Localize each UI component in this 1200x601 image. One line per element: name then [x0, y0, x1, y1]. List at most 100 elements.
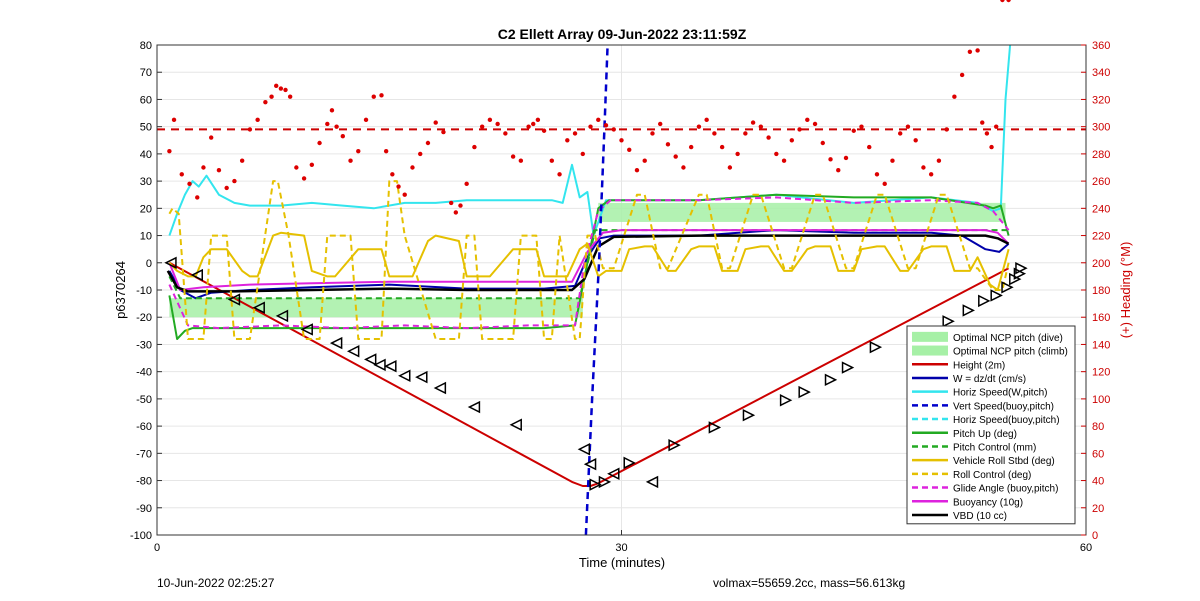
heading-point [750, 120, 756, 125]
heading-point [696, 124, 702, 129]
y2-tick-label: 40 [1092, 476, 1104, 488]
heading-point [905, 124, 911, 129]
y2-tick-label: 60 [1092, 448, 1104, 460]
heading-point [797, 127, 802, 132]
legend-entry-horiz-speed-w-pitch: Horiz Speed(W,pitch) [912, 388, 1047, 399]
legend-entry-optimal-ncp-pitch-dive: Optimal NCP pitch (dive) [912, 331, 1063, 344]
climb-marker [589, 478, 602, 491]
heading-point [410, 165, 415, 170]
dive-marker [252, 301, 265, 314]
heading-point [195, 195, 200, 200]
heading-point [588, 124, 593, 129]
heading-point [727, 165, 733, 170]
heading-point [603, 123, 609, 128]
heading-point [472, 144, 477, 150]
legend-label: Optimal NCP pitch (climb) [953, 347, 1068, 358]
legend-label: Buoyancy (10g) [953, 497, 1023, 508]
dive-marker [363, 353, 377, 366]
footer-date: 10-Jun-2022 02:25:27 [157, 576, 275, 590]
legend-entry-vert-speed-buoy-pitch: Vert Speed(buoy,pitch) [912, 401, 1054, 412]
climb-marker [942, 315, 955, 328]
heading-points [167, 0, 1011, 524]
y-tick-label: 80 [140, 40, 152, 52]
heading-point [487, 117, 493, 123]
y-tick-label: -70 [136, 448, 152, 460]
heading-point [619, 138, 624, 143]
legend-box [906, 325, 1076, 525]
climb-marker [623, 456, 636, 470]
heading-point [967, 49, 973, 55]
legend-swatch [912, 331, 948, 342]
heading-point [167, 148, 172, 154]
heading-point [859, 124, 864, 129]
y-tick-label: -80 [136, 476, 152, 488]
climb-marker [1001, 281, 1014, 294]
heading-point [704, 117, 709, 123]
dive-marker [227, 293, 241, 306]
heading-point [952, 94, 957, 99]
heading-point [317, 140, 322, 146]
heading-point [642, 158, 647, 163]
heading-point [531, 121, 536, 127]
y2-tick-label: 220 [1092, 231, 1110, 243]
heading-point [735, 151, 740, 157]
heading-point [812, 121, 818, 127]
climb-marker [1015, 262, 1028, 275]
heading-point [565, 138, 570, 143]
dive-marker [645, 475, 659, 489]
legend-label: Optimal NCP pitch (dive) [953, 333, 1063, 344]
series-height-2m [168, 261, 1010, 487]
footer-info: volmax=55659.2cc, mass=56.613kg [713, 576, 906, 590]
heading-point [874, 172, 880, 177]
y-tick-label: -40 [136, 367, 152, 379]
legend-entry-vbd-10-cc: VBD (10 cc) [912, 511, 1007, 522]
heading-point [171, 117, 177, 123]
heading-point [441, 129, 446, 135]
x-tick-label: 30 [615, 542, 627, 554]
heading-point [458, 203, 463, 208]
climb-marker [779, 394, 793, 407]
x-tick-label: 0 [154, 542, 160, 554]
heading-point [1000, 0, 1005, 3]
heading-point [681, 165, 686, 170]
legend-label: Horiz Speed(W,pitch) [953, 388, 1047, 399]
dive-marker [415, 370, 428, 384]
dive-marker [275, 309, 289, 323]
heading-point [379, 93, 384, 98]
heading-point [627, 147, 632, 153]
heading-point [453, 210, 459, 215]
legend-label: Horiz Speed(buoy,pitch) [953, 415, 1060, 426]
legend: Optimal NCP pitch (dive) Optimal NCP pitc… [906, 325, 1076, 525]
heading-point [329, 108, 335, 113]
heading-point [479, 124, 485, 129]
heading-point [239, 158, 245, 163]
heading-point [325, 121, 330, 127]
heading-point [673, 154, 678, 159]
legend-entry-vehicle-roll-stbd-deg: Vehicle Roll Stbd (deg) [912, 456, 1055, 467]
heading-point [535, 117, 541, 123]
series-buoyancy-10g [168, 229, 1010, 291]
heading-point [820, 140, 825, 146]
heading-point [418, 151, 423, 157]
legend-label: VBD (10 cc) [953, 511, 1007, 522]
heading-point [781, 158, 787, 163]
y-tick-label: -10 [136, 285, 152, 297]
heading-point [936, 158, 942, 163]
dive-marker [346, 345, 360, 358]
y2-tick-label: 260 [1092, 176, 1110, 188]
y-tick-label: 10 [140, 231, 152, 243]
dive-marker [190, 268, 204, 282]
heading-point [201, 165, 206, 170]
heading-point [294, 165, 299, 170]
climb-marker [824, 373, 838, 387]
band-optimal-ncp-pitch-climb [598, 202, 1006, 222]
heading-point [216, 168, 222, 173]
climb-marker [598, 475, 612, 489]
heading-point [719, 144, 725, 150]
heading-point [495, 121, 500, 127]
y-tick-label: -30 [136, 339, 152, 351]
heading-point [634, 168, 640, 173]
series-vbd-10-cc [166, 234, 1010, 293]
heading-point [658, 121, 663, 127]
